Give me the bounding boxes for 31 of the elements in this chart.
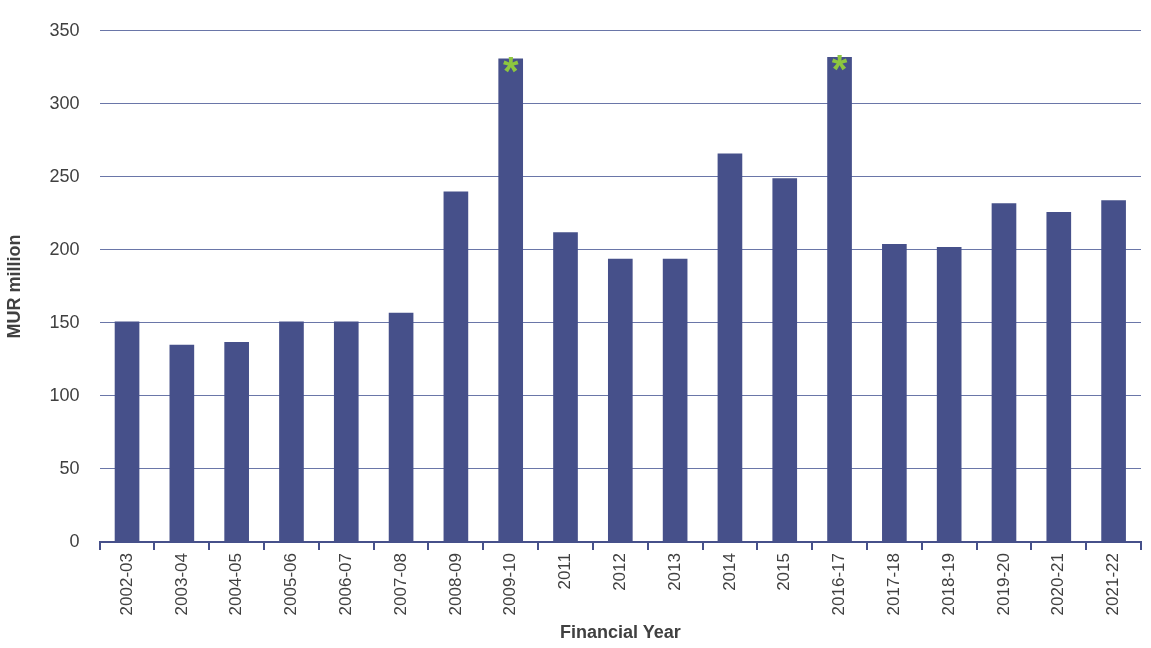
y-axis-title: MUR million xyxy=(3,234,24,339)
y-tick-label: 250 xyxy=(49,165,80,186)
x-tick-label: 2015 xyxy=(774,553,794,591)
annotation: * xyxy=(831,47,848,92)
x-tick-label: 2002-03 xyxy=(116,553,136,616)
x-axis-title: Financial Year xyxy=(559,622,681,643)
y-tick-label: 0 xyxy=(69,530,80,551)
x-tick-label: 2020-21 xyxy=(1048,553,1068,616)
annotation: * xyxy=(502,48,519,93)
x-tick-label: 2016-17 xyxy=(829,553,849,616)
x-tick-label: 2018-19 xyxy=(938,553,958,616)
x-tick-label: 2003-04 xyxy=(171,553,191,616)
x-tick-label: 2009-10 xyxy=(500,553,520,616)
x-tick-label: 2017-18 xyxy=(884,553,904,616)
y-tick-label: 50 xyxy=(59,457,80,478)
x-tick-label: 2011 xyxy=(555,553,575,590)
x-tick-label: 2004-05 xyxy=(226,553,246,616)
y-tick-label: 100 xyxy=(49,384,80,405)
x-tick-label: 2007-08 xyxy=(390,553,410,616)
y-tick-label: 150 xyxy=(49,311,80,332)
y-tick-label: 300 xyxy=(49,92,80,113)
y-tick-label: 200 xyxy=(49,238,80,259)
x-tick-label: 2021-22 xyxy=(1103,553,1123,616)
x-tick-label: 2012 xyxy=(610,553,629,591)
x-tick-label: 2005-06 xyxy=(281,553,301,616)
x-tick-label: 2006-07 xyxy=(335,553,355,616)
x-tick-label: 2008-09 xyxy=(445,553,465,616)
x-tick-label: 2013 xyxy=(664,553,684,591)
x-tick-label: 2019-20 xyxy=(993,553,1013,616)
y-tick-label: 350 xyxy=(49,19,80,40)
x-tick-label: 2014 xyxy=(719,553,739,591)
